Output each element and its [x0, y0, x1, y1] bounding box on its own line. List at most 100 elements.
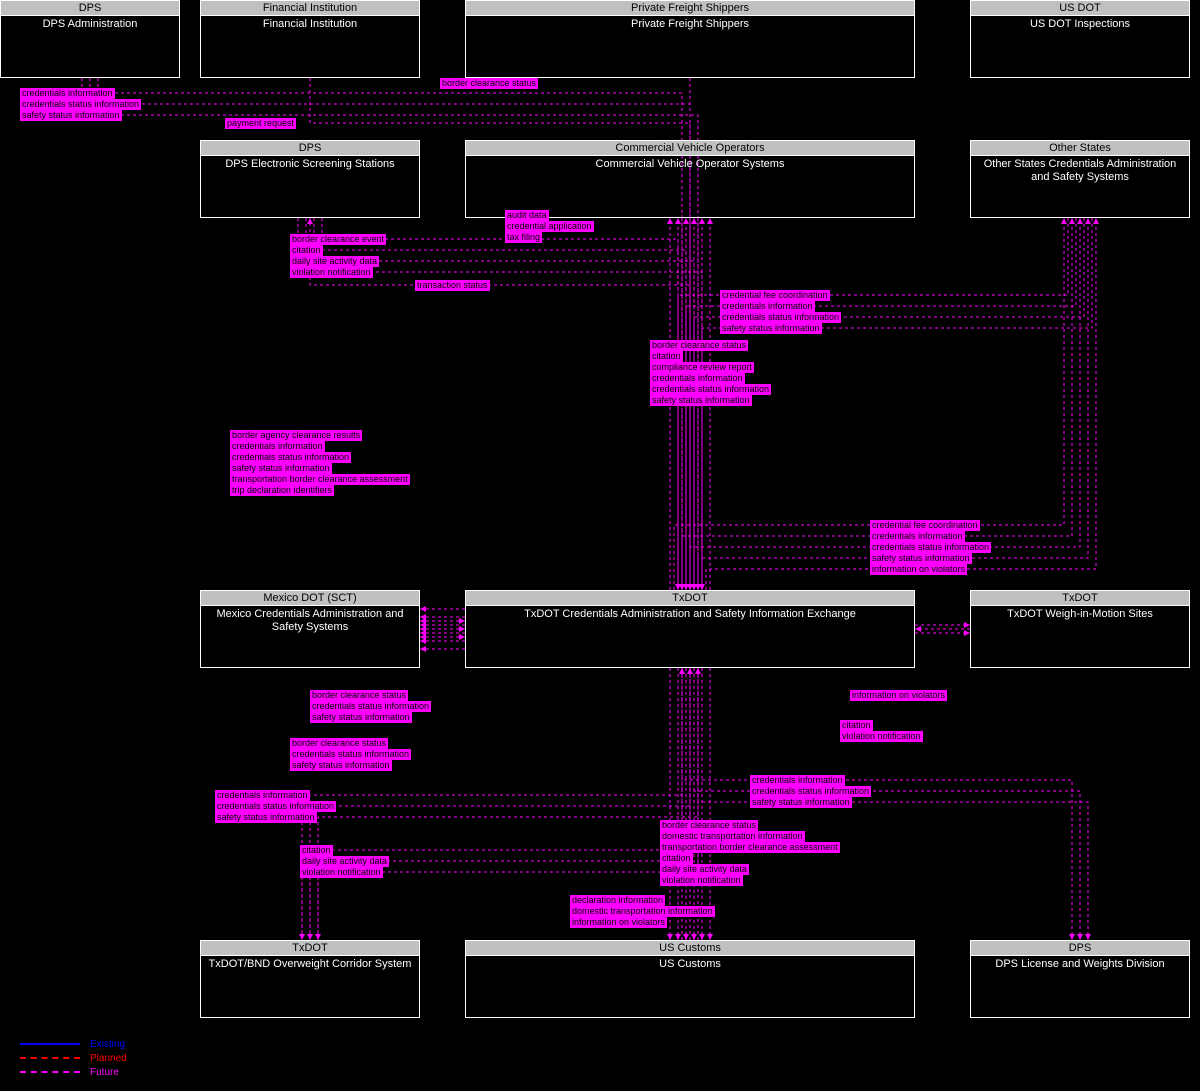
entity-header: Commercial Vehicle Operators [466, 141, 914, 156]
flow-label: daily site activity data [660, 864, 749, 875]
entity-txdot_wim: TxDOTTxDOT Weigh-in-Motion Sites [970, 590, 1190, 668]
flow-label: credentials status information [720, 312, 841, 323]
flow-label: border clearance status [650, 340, 748, 351]
flow-label: credential application [505, 221, 594, 232]
flow-label: safety status information [650, 395, 752, 406]
flow-label: safety status information [20, 110, 122, 121]
entity-fin_inst: Financial InstitutionFinancial Instituti… [200, 0, 420, 78]
entity-body: Commercial Vehicle Operator Systems [466, 156, 914, 173]
flow-label: credential fee coordination [870, 520, 980, 531]
entity-usdot_insp: US DOTUS DOT Inspections [970, 0, 1190, 78]
flow-label: safety status information [870, 553, 972, 564]
entity-header: Other States [971, 141, 1189, 156]
flow-label: information on violators [850, 690, 947, 701]
flow-label: citation [650, 351, 683, 362]
entity-dps_license: DPSDPS License and Weights Division [970, 940, 1190, 1018]
flow-label: credentials status information [870, 542, 991, 553]
flow-label: safety status information [720, 323, 822, 334]
entity-body: DPS Electronic Screening Stations [201, 156, 419, 173]
entity-header: TxDOT [466, 591, 914, 606]
flow-label: compliance review report [650, 362, 754, 373]
entity-header: Private Freight Shippers [466, 1, 914, 16]
flow-label: transaction status [415, 280, 490, 291]
entity-header: Financial Institution [201, 1, 419, 16]
legend-line [20, 1043, 80, 1045]
legend-line [20, 1057, 80, 1059]
flow-label: credentials information [870, 531, 965, 542]
entity-header: US Customs [466, 941, 914, 956]
flow-label: credentials information [650, 373, 745, 384]
flow-label: border clearance status [660, 820, 758, 831]
entity-header: DPS [201, 141, 419, 156]
entity-body: TxDOT Credentials Administration and Saf… [466, 606, 914, 623]
flow-label: audit data [505, 210, 549, 221]
flow-label: information on violators [570, 917, 667, 928]
entity-body: Mexico Credentials Administration and Sa… [201, 606, 419, 635]
entity-body: DPS License and Weights Division [971, 956, 1189, 973]
entity-body: US DOT Inspections [971, 16, 1189, 33]
entity-cvos: Commercial Vehicle OperatorsCommercial V… [465, 140, 915, 218]
flow-label: credentials information [720, 301, 815, 312]
legend-row: Future [20, 1065, 127, 1079]
flow-label: payment request [225, 118, 296, 129]
legend-label: Planned [90, 1053, 127, 1064]
entity-body: Private Freight Shippers [466, 16, 914, 33]
flow-label: transportation border clearance assessme… [660, 842, 840, 853]
flow-label: information on violators [870, 564, 967, 575]
legend-line [20, 1071, 80, 1073]
flow-label: border clearance event [290, 234, 386, 245]
flow-label: citation [660, 853, 693, 864]
flow-label: safety status information [290, 760, 392, 771]
flow-label: credentials information [750, 775, 845, 786]
architecture-diagram: ExistingPlannedFuture DPSDPS Administrat… [0, 0, 1200, 1091]
flow-label: border clearance status [290, 738, 388, 749]
entity-body: US Customs [466, 956, 914, 973]
flow-label: domestic transportation information [570, 906, 715, 917]
legend-row: Planned [20, 1051, 127, 1065]
flow-label: border clearance status [310, 690, 408, 701]
flow-label: transportation border clearance assessme… [230, 474, 410, 485]
flow-label: daily site activity data [290, 256, 379, 267]
entity-dps_ess: DPSDPS Electronic Screening Stations [200, 140, 420, 218]
legend: Existing PlannedFuture [20, 1037, 127, 1079]
entity-mex_cred: Mexico DOT (SCT)Mexico Credentials Admin… [200, 590, 420, 668]
entity-header: DPS [1, 1, 179, 16]
flow-label: tax filing [505, 232, 542, 243]
entity-body: Financial Institution [201, 16, 419, 33]
entity-body: DPS Administration [1, 16, 179, 33]
entity-dps_admin: DPSDPS Administration [0, 0, 180, 78]
flow-label: domestic transportation information [660, 831, 805, 842]
flow-label: credentials information [230, 441, 325, 452]
entity-txdot_bnd: TxDOTTxDOT/BND Overweight Corridor Syste… [200, 940, 420, 1018]
flow-label: credentials information [20, 88, 115, 99]
flow-label: violation notification [840, 731, 923, 742]
flow-label: credentials status information [750, 786, 871, 797]
entity-body: TxDOT Weigh-in-Motion Sites [971, 606, 1189, 623]
flow-label: safety status information [230, 463, 332, 474]
flow-label: trip declaration identifiers [230, 485, 334, 496]
flow-label: border agency clearance results [230, 430, 362, 441]
legend-label: Existing [90, 1039, 125, 1050]
entity-us_customs: US CustomsUS Customs [465, 940, 915, 1018]
flow-label: declaration information [570, 895, 665, 906]
entity-header: TxDOT [971, 591, 1189, 606]
flow-label: credentials status information [310, 701, 431, 712]
flow-label: credentials status information [230, 452, 351, 463]
flow-label: credentials status information [20, 99, 141, 110]
flow-label: safety status information [215, 812, 317, 823]
flow-label: credential fee coordination [720, 290, 830, 301]
flow-label: credentials status information [215, 801, 336, 812]
entity-priv_freight: Private Freight ShippersPrivate Freight … [465, 0, 915, 78]
flow-label: violation notification [290, 267, 373, 278]
flow-label: citation [300, 845, 333, 856]
flow-label: credentials information [215, 790, 310, 801]
flow-label: credentials status information [290, 749, 411, 760]
entity-body: TxDOT/BND Overweight Corridor System [201, 956, 419, 973]
flow-label: violation notification [300, 867, 383, 878]
entity-other_states: Other StatesOther States Credentials Adm… [970, 140, 1190, 218]
flow-label: citation [290, 245, 323, 256]
flow-label: daily site activity data [300, 856, 389, 867]
flow-label: safety status information [750, 797, 852, 808]
entity-txdot_casie: TxDOTTxDOT Credentials Administration an… [465, 590, 915, 668]
entity-header: TxDOT [201, 941, 419, 956]
